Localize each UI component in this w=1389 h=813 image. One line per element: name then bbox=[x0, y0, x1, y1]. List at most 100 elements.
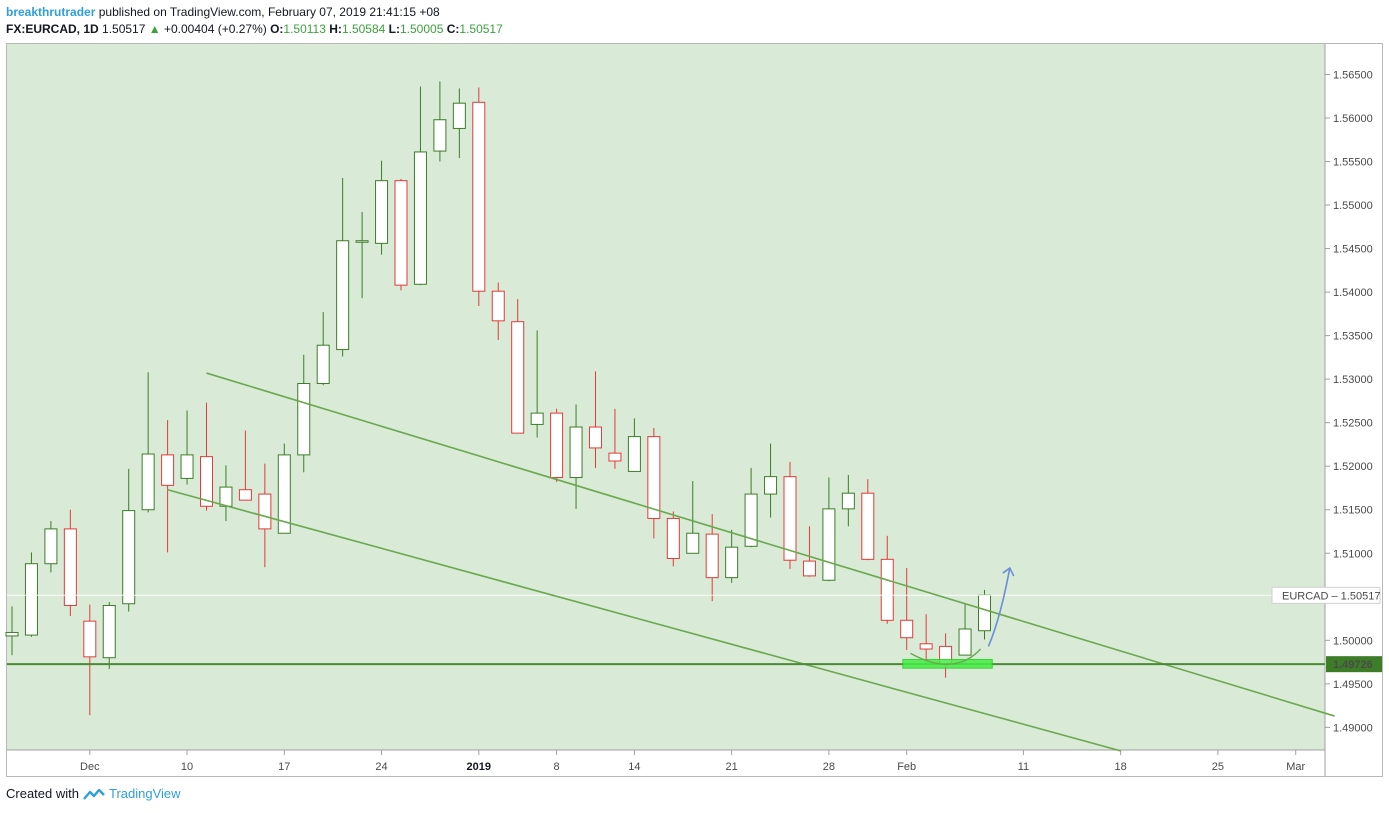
candle-up[interactable] bbox=[44, 528, 58, 565]
candle-down[interactable] bbox=[861, 492, 875, 560]
y-tick-label: 1.54000 bbox=[1333, 287, 1373, 299]
candle-down[interactable] bbox=[472, 101, 486, 292]
channel-upper-line[interactable] bbox=[206, 372, 1335, 717]
x-tick-label: 24 bbox=[375, 761, 387, 773]
candle-down[interactable] bbox=[238, 489, 252, 501]
candle-up[interactable] bbox=[530, 412, 544, 425]
candle-up[interactable] bbox=[841, 492, 855, 510]
candle-up[interactable] bbox=[452, 102, 466, 129]
candle-down[interactable] bbox=[511, 321, 525, 434]
current-price-symbol: EURCAD – 1.50517 bbox=[1282, 590, 1380, 602]
candle-down[interactable] bbox=[161, 454, 175, 486]
candle-down[interactable] bbox=[608, 452, 622, 462]
candle-up[interactable] bbox=[219, 486, 233, 507]
y-tick-label: 1.53500 bbox=[1333, 331, 1373, 343]
candle-up[interactable] bbox=[569, 426, 583, 479]
x-tick-label: 14 bbox=[628, 761, 640, 773]
candle-up[interactable] bbox=[297, 383, 311, 456]
price-change: +0.00404 (+0.27%) bbox=[163, 22, 267, 36]
candle-down[interactable] bbox=[783, 476, 797, 561]
y-tick-label: 1.56500 bbox=[1333, 69, 1373, 81]
candle-down[interactable] bbox=[491, 290, 505, 322]
candle-down[interactable] bbox=[200, 456, 213, 507]
candle-up[interactable] bbox=[316, 344, 330, 385]
x-tick-label: Mar bbox=[1286, 761, 1305, 773]
tradingview-link[interactable]: TradingView bbox=[108, 786, 181, 801]
candle-down[interactable] bbox=[705, 533, 719, 579]
tradingview-logo-icon bbox=[83, 788, 105, 800]
y-tick-label: 1.55500 bbox=[1333, 157, 1373, 169]
close-value: 1.50517 bbox=[459, 22, 503, 36]
candle-up[interactable] bbox=[122, 510, 136, 605]
author-link[interactable]: breakthrutrader bbox=[6, 5, 96, 19]
candle-up[interactable] bbox=[24, 563, 38, 636]
candle-down[interactable] bbox=[647, 436, 661, 519]
high-value: 1.50584 bbox=[341, 22, 386, 36]
candle-up[interactable] bbox=[958, 628, 972, 656]
symbol-label[interactable]: FX:EURCAD, 1D bbox=[6, 22, 99, 36]
projection-arrow[interactable] bbox=[987, 567, 1011, 647]
up-arrow-icon: ▲ bbox=[148, 22, 161, 36]
candle-up[interactable] bbox=[5, 631, 19, 637]
plot-area[interactable] bbox=[7, 44, 1325, 750]
published-text: published on TradingView.com, February 0… bbox=[98, 5, 440, 19]
y-tick-label: 1.53000 bbox=[1333, 374, 1373, 386]
created-with-text: Created with bbox=[6, 786, 79, 801]
candle-down[interactable] bbox=[63, 528, 77, 606]
current-price-tag bbox=[1271, 586, 1381, 604]
open-label: O: bbox=[270, 22, 284, 36]
candle-down[interactable] bbox=[258, 493, 272, 530]
rounding-bottom-curve[interactable] bbox=[910, 648, 982, 665]
candle-up[interactable] bbox=[627, 436, 641, 472]
candle-up[interactable] bbox=[375, 180, 389, 244]
candle-up[interactable] bbox=[686, 532, 700, 554]
x-tick-label: 2019 bbox=[467, 761, 491, 773]
candle-up[interactable] bbox=[355, 240, 369, 243]
candle-up[interactable] bbox=[336, 240, 350, 351]
low-value: 1.50005 bbox=[400, 22, 444, 36]
candle-up[interactable] bbox=[413, 151, 427, 285]
y-tick-label: 1.55000 bbox=[1333, 200, 1373, 212]
candle-up[interactable] bbox=[102, 604, 116, 659]
x-tick-label: 11 bbox=[1018, 761, 1029, 773]
candle-up[interactable] bbox=[822, 508, 836, 581]
close-label: C: bbox=[446, 22, 460, 36]
candle-down[interactable] bbox=[919, 643, 933, 650]
arrow-head-icon bbox=[1002, 566, 1015, 577]
candle-down[interactable] bbox=[83, 620, 97, 658]
symbol-line: FX:EURCAD, 1D 1.50517 ▲ +0.00404 (+0.27%… bbox=[6, 21, 503, 38]
x-tick-label: Feb bbox=[897, 761, 916, 773]
last-price: 1.50517 bbox=[102, 22, 146, 36]
candle-up[interactable] bbox=[744, 493, 758, 547]
candle-up[interactable] bbox=[277, 454, 291, 534]
y-tick-label: 1.49500 bbox=[1333, 679, 1373, 691]
x-tick-label: 28 bbox=[823, 761, 835, 773]
candle-down[interactable] bbox=[900, 619, 914, 639]
candle-up[interactable] bbox=[764, 476, 778, 495]
x-tick-label: 17 bbox=[278, 761, 290, 773]
y-tick-label: 1.56000 bbox=[1333, 113, 1373, 125]
support-price-tag bbox=[1326, 656, 1382, 673]
candle-up[interactable] bbox=[180, 454, 194, 479]
high-label: H: bbox=[329, 22, 342, 36]
candle-down[interactable] bbox=[802, 560, 816, 577]
x-tick-label: Dec bbox=[80, 761, 100, 773]
y-tick-label: 1.52000 bbox=[1333, 461, 1373, 473]
open-value: 1.50113 bbox=[283, 22, 326, 36]
support-price-label: 1.49726 bbox=[1333, 659, 1373, 671]
candle-down[interactable] bbox=[589, 426, 602, 449]
chart-header: breakthrutrader published on TradingView… bbox=[6, 4, 503, 38]
footer: Created with TradingView bbox=[6, 786, 181, 801]
candle-up[interactable] bbox=[141, 453, 155, 511]
candle-up[interactable] bbox=[725, 546, 739, 579]
y-tick-label: 1.54500 bbox=[1333, 244, 1373, 256]
candle-down[interactable] bbox=[666, 517, 680, 559]
candle-down[interactable] bbox=[550, 412, 564, 479]
candle-up[interactable] bbox=[978, 594, 991, 632]
y-tick-label: 1.49000 bbox=[1333, 722, 1373, 734]
candle-up[interactable] bbox=[433, 119, 447, 152]
candle-down[interactable] bbox=[880, 558, 894, 621]
candle-down[interactable] bbox=[394, 180, 408, 286]
channel-lower-line[interactable] bbox=[167, 488, 1121, 752]
